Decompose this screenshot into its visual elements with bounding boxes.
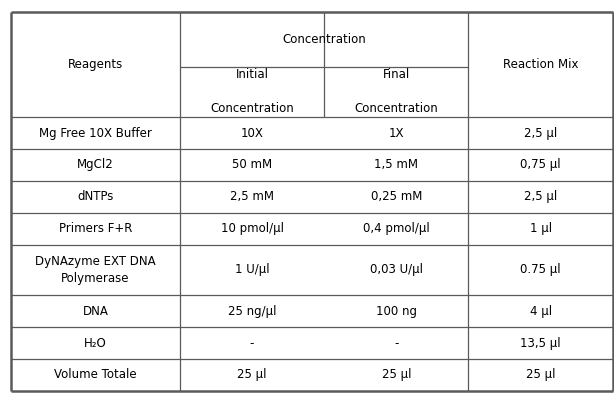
Text: Mg Free 10X Buffer: Mg Free 10X Buffer bbox=[39, 127, 152, 139]
Text: Final

Concentration: Final Concentration bbox=[354, 69, 438, 115]
Text: 25 μl: 25 μl bbox=[237, 368, 267, 382]
Text: dNTPs: dNTPs bbox=[77, 190, 114, 204]
Text: 100 ng: 100 ng bbox=[376, 305, 417, 318]
Text: -: - bbox=[394, 337, 398, 349]
Text: DNA: DNA bbox=[82, 305, 109, 318]
Text: 25 μl: 25 μl bbox=[526, 368, 556, 382]
Text: 4 μl: 4 μl bbox=[529, 305, 552, 318]
Text: 1 U/μl: 1 U/μl bbox=[235, 264, 270, 276]
Text: 0,25 mM: 0,25 mM bbox=[371, 190, 422, 204]
Text: 25 μl: 25 μl bbox=[381, 368, 411, 382]
Text: Concentration: Concentration bbox=[282, 33, 366, 46]
Text: 2,5 mM: 2,5 mM bbox=[230, 190, 274, 204]
Text: Primers F+R: Primers F+R bbox=[59, 222, 132, 235]
Text: 50 mM: 50 mM bbox=[232, 158, 272, 171]
Text: Initial

Concentration: Initial Concentration bbox=[210, 69, 294, 115]
Text: Reagents: Reagents bbox=[68, 58, 123, 71]
Text: 1 μl: 1 μl bbox=[529, 222, 552, 235]
Text: 10 pmol/μl: 10 pmol/μl bbox=[220, 222, 284, 235]
Text: Reaction Mix: Reaction Mix bbox=[503, 58, 578, 71]
Text: H₂O: H₂O bbox=[84, 337, 107, 349]
Text: 2,5 μl: 2,5 μl bbox=[524, 127, 558, 139]
Text: MgCl2: MgCl2 bbox=[77, 158, 114, 171]
Text: 25 ng/μl: 25 ng/μl bbox=[228, 305, 276, 318]
Text: 2,5 μl: 2,5 μl bbox=[524, 190, 558, 204]
Text: 10X: 10X bbox=[241, 127, 263, 139]
Text: -: - bbox=[250, 337, 254, 349]
Text: 0,03 U/μl: 0,03 U/μl bbox=[370, 264, 423, 276]
Text: 0,75 μl: 0,75 μl bbox=[520, 158, 561, 171]
Text: 1X: 1X bbox=[389, 127, 404, 139]
Text: Volume Totale: Volume Totale bbox=[54, 368, 137, 382]
Text: 13,5 μl: 13,5 μl bbox=[520, 337, 561, 349]
Text: 0.75 μl: 0.75 μl bbox=[520, 264, 561, 276]
Text: 1,5 mM: 1,5 mM bbox=[375, 158, 418, 171]
Text: DyNAzyme EXT DNA
Polymerase: DyNAzyme EXT DNA Polymerase bbox=[35, 255, 156, 285]
Text: 0,4 pmol/μl: 0,4 pmol/μl bbox=[363, 222, 430, 235]
